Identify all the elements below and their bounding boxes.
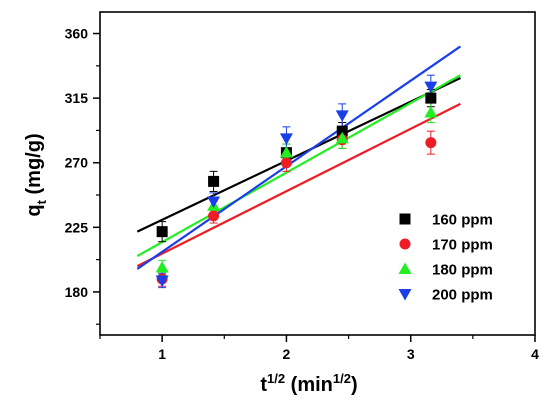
fit-line [136, 77, 461, 233]
error-bars [158, 74, 435, 289]
y-tick-label: 315 [65, 90, 89, 106]
data-point [336, 125, 348, 137]
plot-frame [99, 11, 536, 336]
legend-label: 170 ppm [432, 237, 493, 254]
data-point [280, 157, 292, 169]
data-point [208, 175, 220, 187]
y-axis-title: qt (mg/g) [23, 133, 49, 216]
data-point [156, 226, 168, 238]
x-tick-label: 3 [407, 346, 415, 362]
fit-line [136, 45, 462, 270]
data-point [335, 110, 349, 122]
data-markers [155, 81, 438, 287]
data-point [279, 146, 293, 158]
legend-marker [399, 213, 411, 225]
data-point [208, 210, 220, 222]
y-tick-label: 270 [65, 155, 89, 171]
data-point [207, 196, 221, 208]
x-tick-label: 1 [158, 346, 166, 362]
y-tick-label: 360 [65, 26, 89, 42]
data-point [279, 133, 293, 145]
legend-label: 200 ppm [432, 287, 493, 304]
data-point [155, 261, 169, 273]
x-axis-ticks: 1 2 3 4 [99, 335, 539, 362]
data-point [335, 131, 349, 144]
fit-lines [136, 45, 462, 270]
legend: 160 ppm 170 ppm 180 ppm 200 ppm [398, 212, 493, 304]
legend-label: 160 ppm [432, 212, 493, 229]
legend-marker [398, 289, 412, 301]
legend-marker [399, 238, 411, 250]
data-point [424, 81, 438, 94]
data-point [155, 275, 169, 287]
legend-label: 180 ppm [432, 262, 493, 279]
x-tick-label: 4 [531, 346, 539, 362]
x-axis-title: t1/2 (min1/2) [260, 371, 357, 396]
fit-line [136, 102, 461, 268]
data-point [425, 92, 437, 104]
x-tick-label: 2 [283, 346, 291, 362]
data-point [425, 137, 437, 149]
y-tick-label: 180 [65, 284, 89, 300]
fit-line [136, 74, 461, 258]
axes [99, 11, 536, 336]
y-tick-label: 225 [65, 219, 89, 235]
data-point [424, 105, 438, 118]
y-axis-ticks: 180 225 270 315 360 [65, 26, 100, 325]
legend-marker [398, 262, 412, 274]
